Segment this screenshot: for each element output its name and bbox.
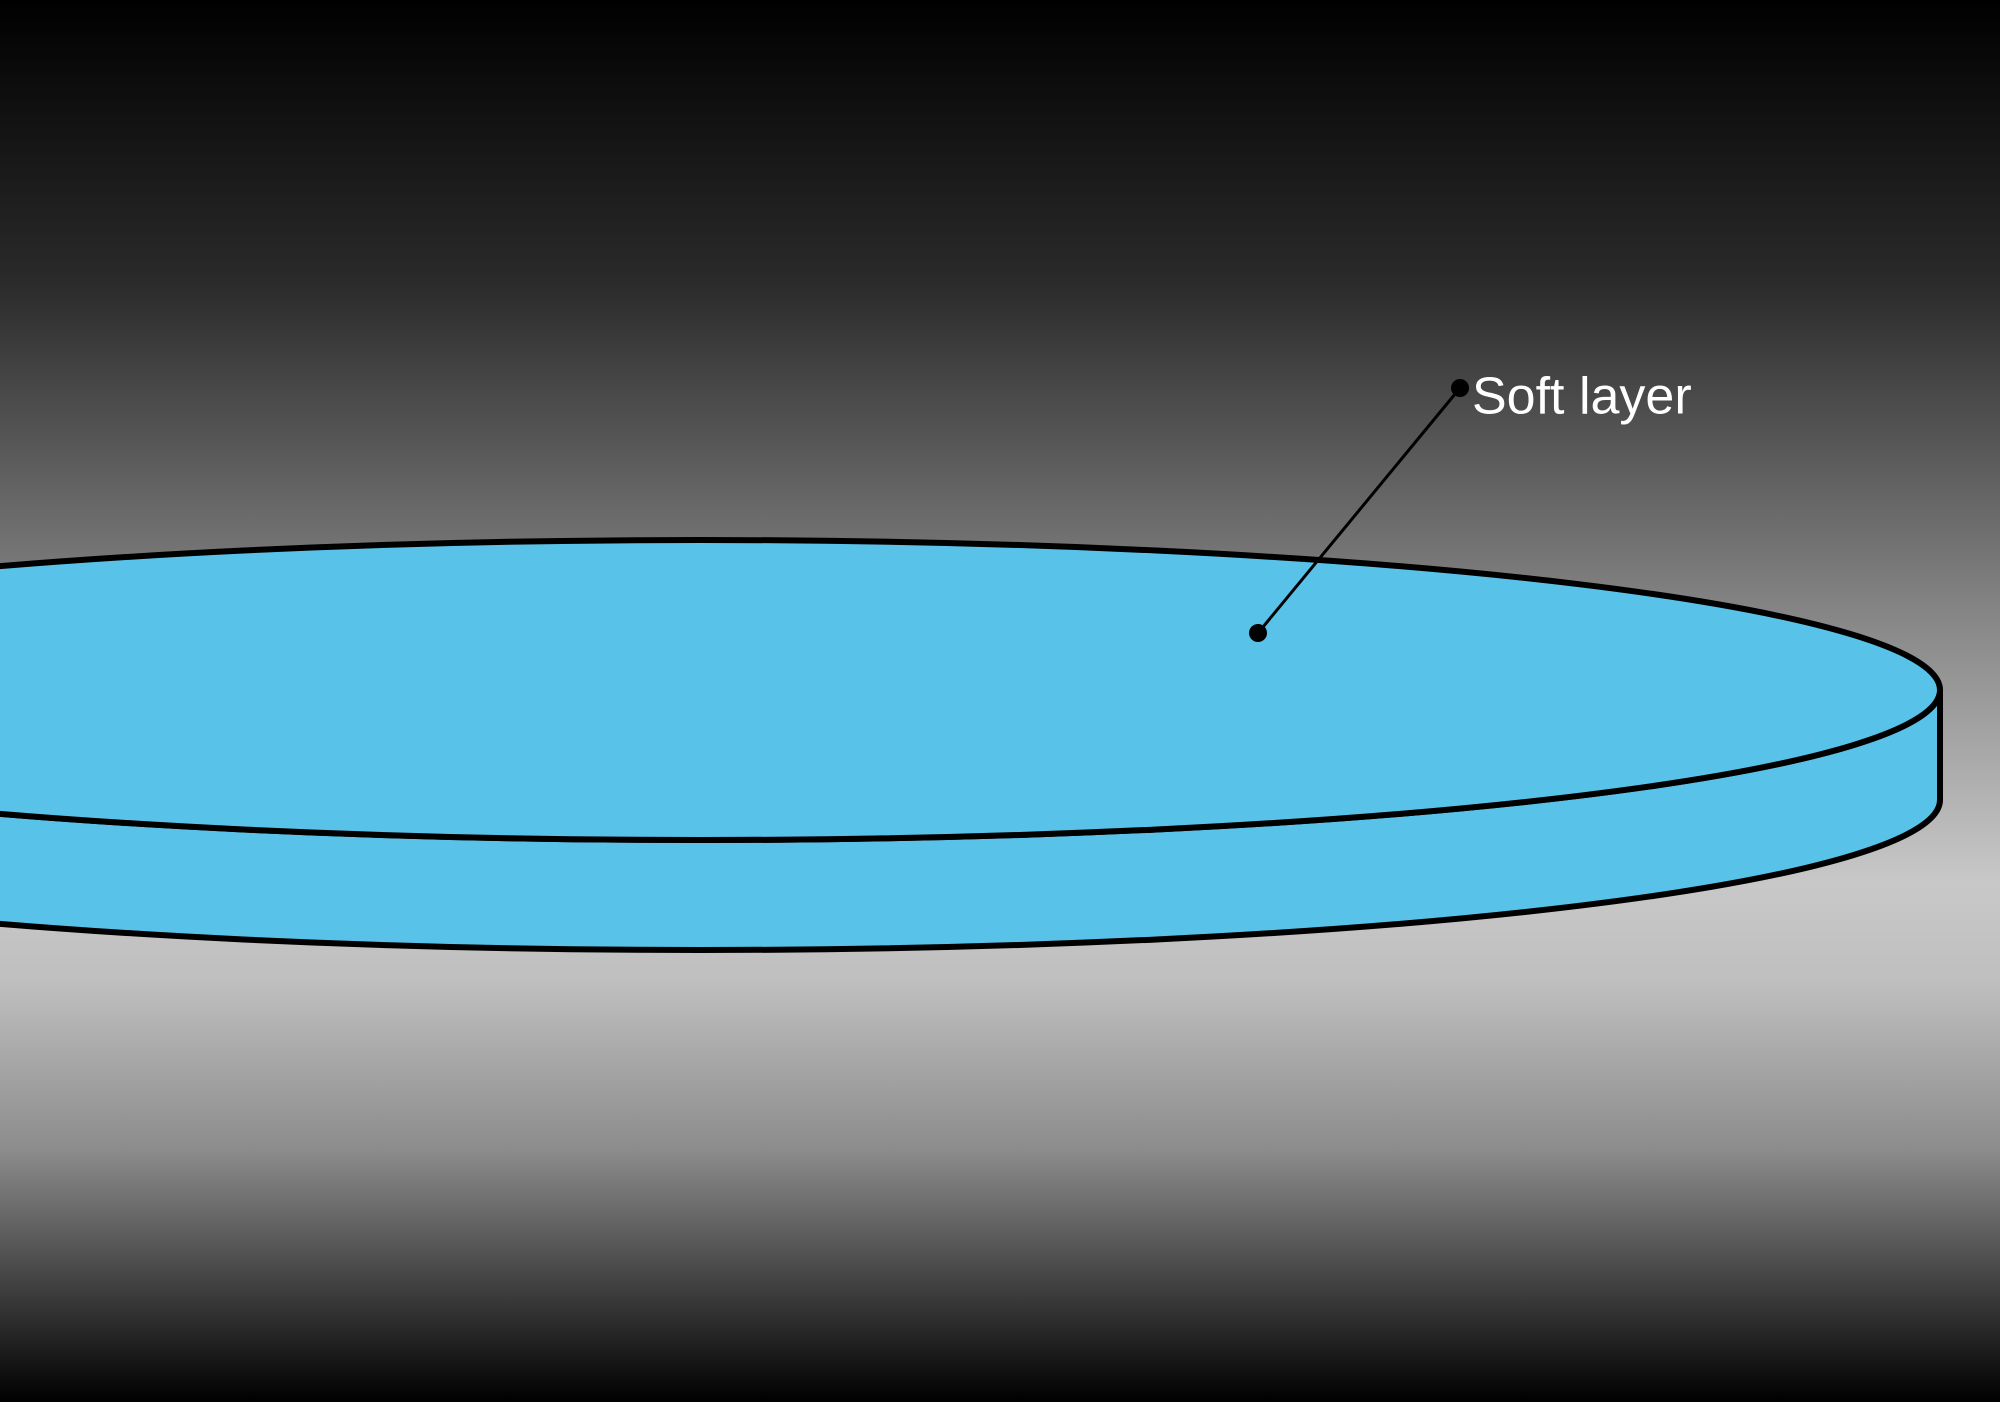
soft-layer-disc [0,540,1940,950]
diagram-stage: Soft layer [0,0,2000,1402]
callout-dot-start [1451,379,1469,397]
diagram-svg: Soft layer [0,0,2000,1402]
callout-dot-end [1249,624,1267,642]
callout-label: Soft layer [1472,368,1692,426]
